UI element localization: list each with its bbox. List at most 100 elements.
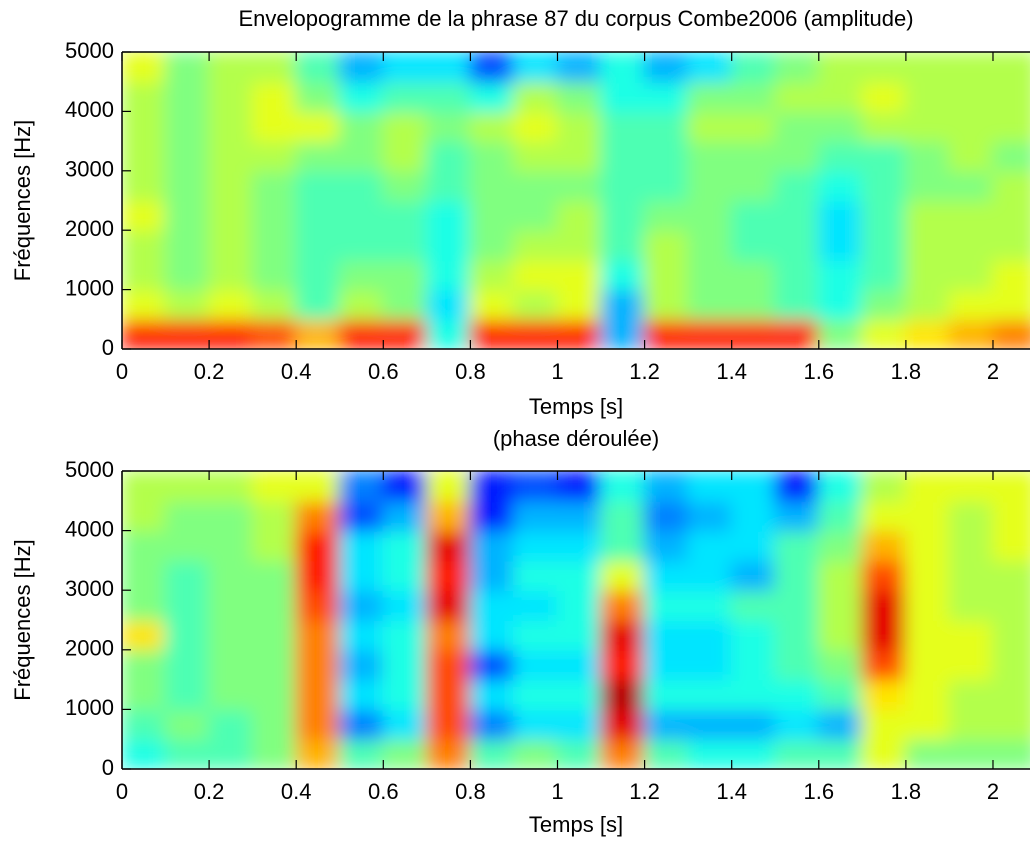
heatmap-cell: [425, 110, 472, 143]
heatmap-cell: [991, 471, 1030, 502]
heatmap-cell: [730, 140, 777, 172]
heatmap-cell: [600, 110, 646, 143]
heatmap-cell: [948, 140, 994, 172]
heatmap-cell: [425, 140, 472, 172]
heatmap-cell: [556, 589, 603, 621]
heatmap-cell: [774, 589, 820, 621]
heatmap-cell: [730, 619, 777, 651]
heatmap-cell: [469, 169, 515, 202]
heatmap-cell: [469, 288, 515, 321]
heatmap-cell: [730, 288, 777, 321]
heatmap-cell: [382, 648, 428, 681]
heatmap-cell: [382, 199, 428, 232]
heatmap-cell: [208, 471, 254, 502]
y-tick-label: 0: [102, 335, 114, 360]
heatmap-cell: [948, 80, 994, 113]
x-tick-label: 1: [551, 779, 563, 804]
heatmap-cell: [861, 318, 907, 349]
heatmap-cell: [338, 169, 385, 202]
heatmap-cell: [122, 52, 167, 83]
heatmap-cell: [600, 471, 646, 502]
heatmap-cell: [425, 738, 472, 769]
heatmap-cell: [425, 708, 472, 741]
heatmap-cell: [122, 80, 167, 113]
heatmap-cell: [643, 678, 690, 711]
x-tick-label: 0.8: [455, 779, 486, 804]
heatmap-cell: [991, 199, 1030, 232]
heatmap-cell: [469, 589, 515, 621]
heatmap-cell: [556, 529, 603, 562]
heatmap-cell: [338, 589, 385, 621]
heatmap-cell: [774, 288, 820, 321]
heatmap-cell: [295, 52, 341, 83]
heatmap-cell: [687, 499, 733, 532]
heatmap-cell: [382, 258, 428, 291]
heatmap-cell: [861, 229, 907, 261]
heatmap-cell: [338, 529, 385, 562]
heatmap-cell: [904, 110, 951, 143]
heatmap-cell: [774, 648, 820, 681]
heatmap-cell: [251, 140, 298, 172]
heatmap-cell: [469, 738, 515, 769]
heatmap-cell: [122, 140, 167, 172]
heatmap-cell: [904, 80, 951, 113]
heatmap-cell: [991, 619, 1030, 651]
heatmap-cell: [512, 471, 559, 502]
heatmap-cell: [382, 169, 428, 202]
heatmap-cell: [122, 318, 167, 349]
heatmap-cell: [469, 229, 515, 261]
heatmap-cell: [643, 288, 690, 321]
heatmap-cell: [643, 648, 690, 681]
heatmap-cell: [556, 110, 603, 143]
heatmap-cell: [861, 199, 907, 232]
heatmap-cell: [600, 318, 646, 349]
heatmap-cells: [122, 471, 1030, 769]
heatmap-cell: [425, 619, 472, 651]
heatmap-cell: [512, 529, 559, 562]
heatmap-cell: [817, 52, 864, 83]
heatmap-cell: [643, 258, 690, 291]
heatmap-cell: [338, 199, 385, 232]
heatmap-cell: [730, 738, 777, 769]
heatmap-cell: [774, 318, 820, 349]
heatmap-cell: [469, 499, 515, 532]
heatmap-cell: [991, 288, 1030, 321]
heatmap-cell: [948, 52, 994, 83]
heatmap-cell: [425, 199, 472, 232]
heatmap-cell: [556, 288, 603, 321]
heatmap-cell: [730, 678, 777, 711]
heatmap-cell: [991, 678, 1030, 711]
heatmap-cell: [817, 318, 864, 349]
heatmap-cell: [295, 559, 341, 592]
heatmap-cell: [861, 738, 907, 769]
x-tick-label: 0.2: [194, 779, 225, 804]
heatmap-cell: [730, 648, 777, 681]
heatmap-cell: [991, 529, 1030, 562]
heatmap-cell: [730, 499, 777, 532]
heatmap-cell: [600, 499, 646, 532]
heatmap-cell: [817, 619, 864, 651]
heatmap-cell: [251, 648, 298, 681]
heatmap-cell: [687, 110, 733, 143]
heatmap-cell: [643, 229, 690, 261]
heatmap-cell: [556, 499, 603, 532]
heatmap-cell: [122, 199, 167, 232]
heatmap-cell: [122, 229, 167, 261]
heatmap-cell: [730, 110, 777, 143]
heatmap-cell: [122, 258, 167, 291]
heatmap-cell: [208, 499, 254, 532]
heatmap-cell: [251, 229, 298, 261]
heatmap-cell: [512, 288, 559, 321]
heatmap-cell: [817, 199, 864, 232]
heatmap-cell: [904, 288, 951, 321]
heatmap-cell: [817, 80, 864, 113]
x-tick-label: 1.4: [716, 779, 747, 804]
heatmap-cell: [469, 140, 515, 172]
heatmap-cell: [600, 589, 646, 621]
heatmap-cell: [861, 140, 907, 172]
heatmap-cell: [338, 80, 385, 113]
heatmap-cells: [122, 52, 1030, 349]
heatmap-cell: [425, 288, 472, 321]
heatmap-cell: [861, 499, 907, 532]
heatmap-cell: [991, 140, 1030, 172]
